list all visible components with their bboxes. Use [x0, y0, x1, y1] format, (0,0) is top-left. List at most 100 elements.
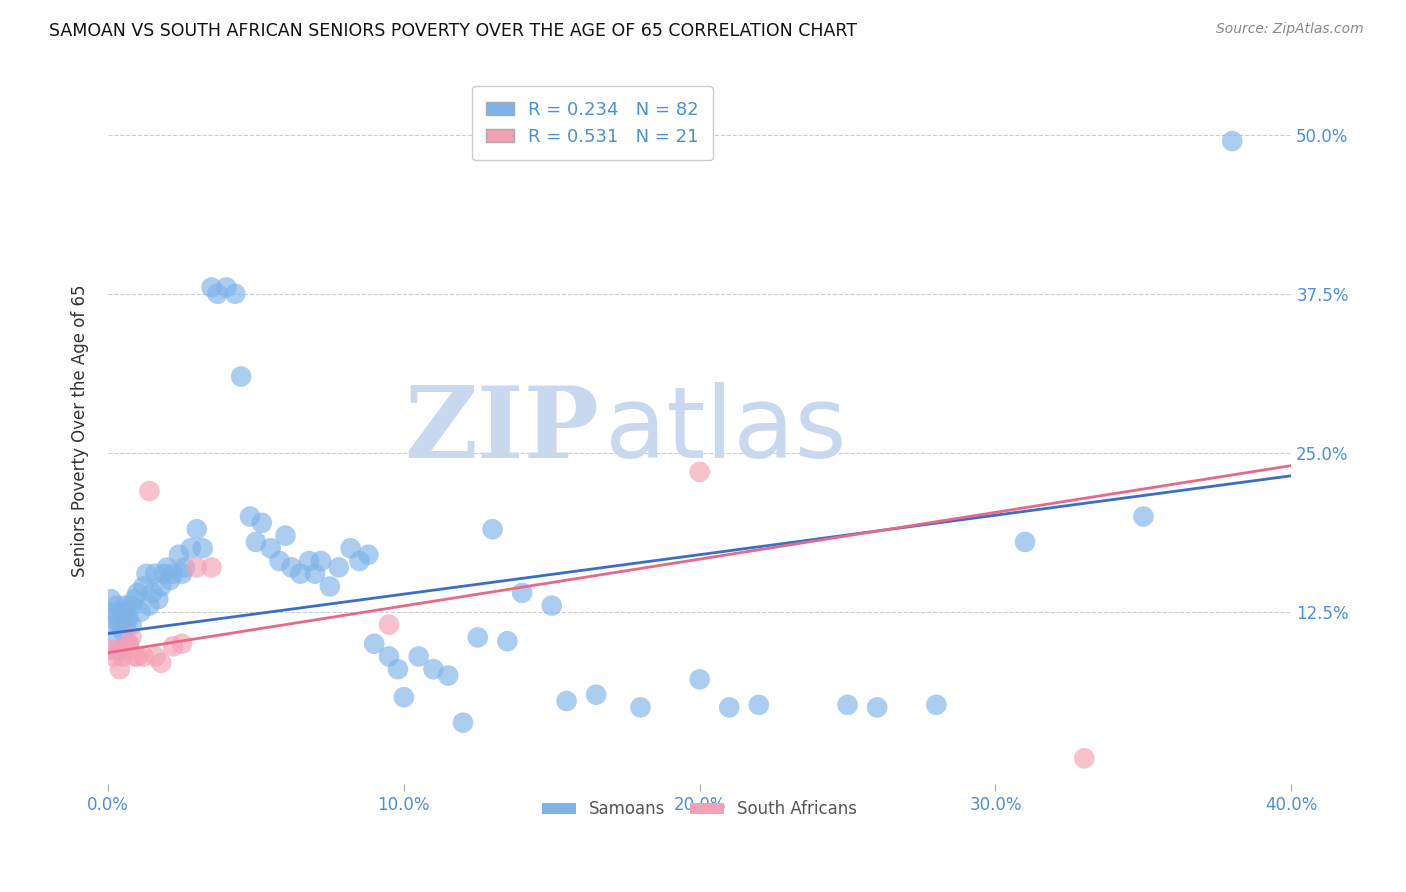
- Point: [378, 617, 401, 632]
- Point: [138, 483, 160, 498]
- Y-axis label: Seniors Poverty Over the Age of 65: Seniors Poverty Over the Age of 65: [72, 285, 89, 577]
- Point: [304, 566, 326, 581]
- Point: [114, 617, 136, 632]
- Point: [170, 566, 193, 581]
- Point: [100, 592, 122, 607]
- Point: [105, 631, 128, 645]
- Point: [162, 566, 184, 581]
- Point: [229, 369, 252, 384]
- Point: [496, 634, 519, 648]
- Point: [1132, 509, 1154, 524]
- Point: [555, 694, 578, 708]
- Point: [349, 554, 371, 568]
- Point: [105, 643, 128, 657]
- Point: [124, 592, 146, 607]
- Point: [510, 586, 533, 600]
- Point: [298, 554, 321, 568]
- Point: [143, 566, 166, 581]
- Point: [1014, 535, 1036, 549]
- Point: [837, 698, 859, 712]
- Point: [387, 662, 409, 676]
- Point: [1073, 751, 1095, 765]
- Point: [481, 522, 503, 536]
- Text: ZIP: ZIP: [404, 382, 599, 479]
- Point: [148, 592, 170, 607]
- Point: [121, 617, 143, 632]
- Point: [363, 637, 385, 651]
- Point: [689, 465, 711, 479]
- Point: [467, 631, 489, 645]
- Legend: Samoans, South Africans: Samoans, South Africans: [536, 794, 863, 825]
- Point: [156, 560, 179, 574]
- Point: [224, 286, 246, 301]
- Point: [108, 643, 131, 657]
- Point: [245, 535, 267, 549]
- Point: [260, 541, 283, 556]
- Point: [153, 566, 176, 581]
- Point: [103, 617, 125, 632]
- Point: [103, 605, 125, 619]
- Point: [111, 624, 134, 638]
- Point: [215, 280, 238, 294]
- Point: [150, 656, 173, 670]
- Point: [200, 560, 222, 574]
- Point: [174, 560, 197, 574]
- Point: [585, 688, 607, 702]
- Text: Source: ZipAtlas.com: Source: ZipAtlas.com: [1216, 22, 1364, 37]
- Point: [103, 649, 125, 664]
- Point: [689, 673, 711, 687]
- Point: [100, 643, 122, 657]
- Point: [309, 554, 332, 568]
- Point: [143, 649, 166, 664]
- Point: [118, 611, 141, 625]
- Point: [118, 637, 141, 651]
- Point: [108, 617, 131, 632]
- Point: [408, 649, 430, 664]
- Point: [339, 541, 361, 556]
- Point: [121, 599, 143, 613]
- Point: [121, 631, 143, 645]
- Point: [290, 566, 312, 581]
- Point: [422, 662, 444, 676]
- Point: [718, 700, 741, 714]
- Point: [135, 566, 157, 581]
- Point: [111, 605, 134, 619]
- Point: [274, 528, 297, 542]
- Point: [100, 611, 122, 625]
- Text: SAMOAN VS SOUTH AFRICAN SENIORS POVERTY OVER THE AGE OF 65 CORRELATION CHART: SAMOAN VS SOUTH AFRICAN SENIORS POVERTY …: [49, 22, 858, 40]
- Point: [186, 560, 208, 574]
- Point: [118, 637, 141, 651]
- Point: [207, 286, 229, 301]
- Point: [250, 516, 273, 530]
- Point: [141, 586, 163, 600]
- Point: [170, 637, 193, 651]
- Point: [114, 599, 136, 613]
- Point: [111, 649, 134, 664]
- Point: [280, 560, 302, 574]
- Point: [328, 560, 350, 574]
- Point: [540, 599, 562, 613]
- Point: [124, 649, 146, 664]
- Point: [357, 548, 380, 562]
- Text: atlas: atlas: [605, 382, 846, 479]
- Point: [319, 579, 342, 593]
- Point: [162, 640, 184, 654]
- Point: [186, 522, 208, 536]
- Point: [127, 586, 149, 600]
- Point: [200, 280, 222, 294]
- Point: [239, 509, 262, 524]
- Point: [269, 554, 291, 568]
- Point: [138, 599, 160, 613]
- Point: [129, 605, 152, 619]
- Point: [630, 700, 652, 714]
- Point: [392, 690, 415, 705]
- Point: [748, 698, 770, 712]
- Point: [180, 541, 202, 556]
- Point: [866, 700, 889, 714]
- Point: [132, 649, 155, 664]
- Point: [1220, 134, 1243, 148]
- Point: [114, 643, 136, 657]
- Point: [108, 662, 131, 676]
- Point: [150, 579, 173, 593]
- Point: [167, 548, 190, 562]
